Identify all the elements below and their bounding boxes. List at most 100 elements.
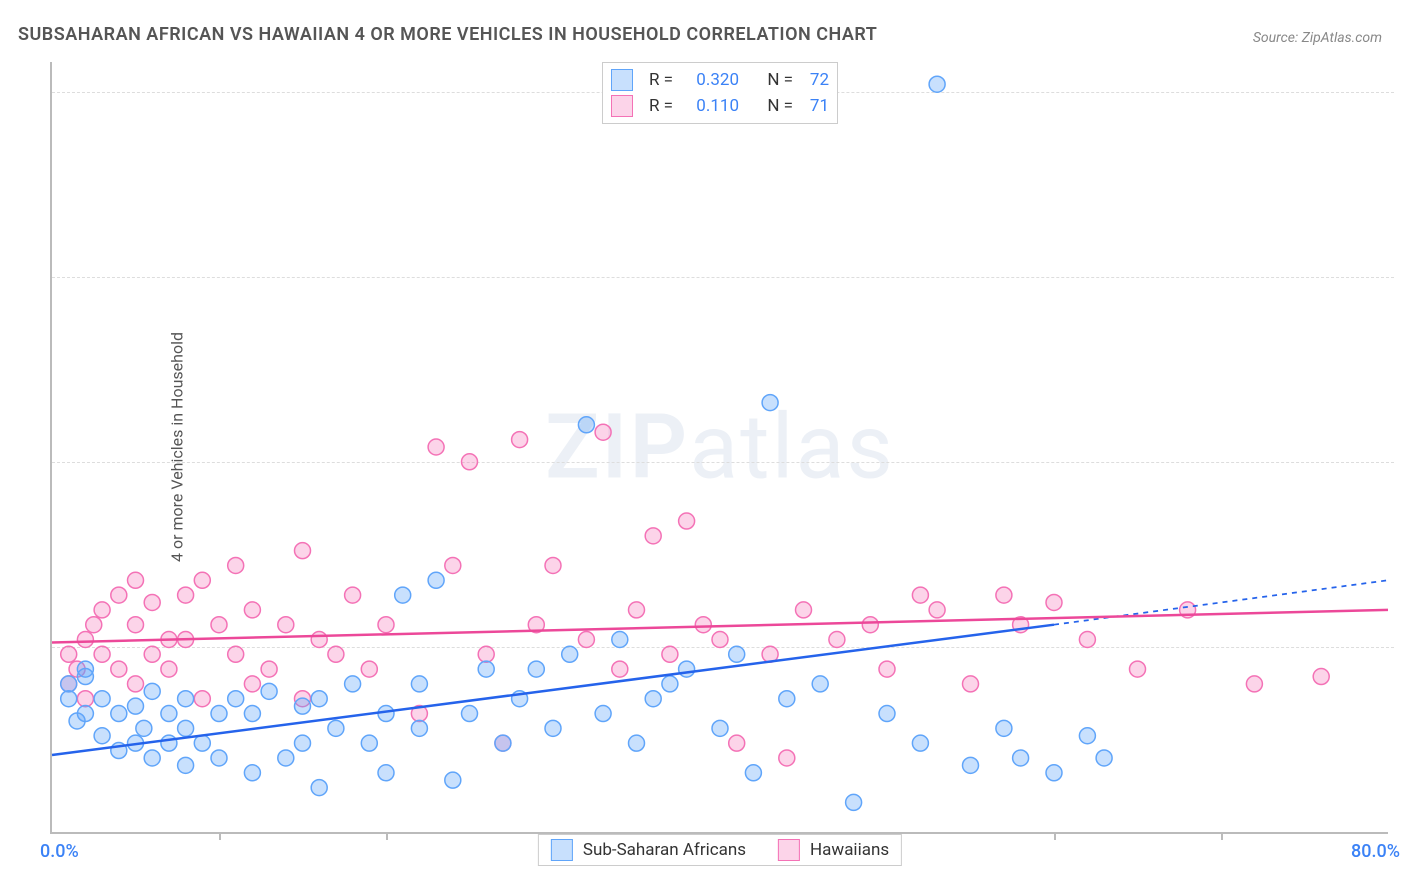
scatter-point xyxy=(545,720,561,736)
scatter-point xyxy=(428,439,444,455)
scatter-point xyxy=(996,720,1012,736)
scatter-point xyxy=(144,683,160,699)
scatter-point xyxy=(912,587,928,603)
scatter-point xyxy=(963,757,979,773)
scatter-point xyxy=(996,587,1012,603)
scatter-point xyxy=(595,424,611,440)
scatter-point xyxy=(77,632,93,648)
scatter-point xyxy=(578,632,594,648)
r-label-1: R = xyxy=(639,70,673,90)
x-axis-max-label: 80.0% xyxy=(1351,841,1400,862)
scatter-point xyxy=(528,661,544,677)
scatter-point xyxy=(178,757,194,773)
scatter-point xyxy=(595,706,611,722)
scatter-point xyxy=(578,417,594,433)
scatter-point xyxy=(86,617,102,633)
scatter-point xyxy=(244,676,260,692)
scatter-point xyxy=(161,706,177,722)
scatter-point xyxy=(194,691,210,707)
scatter-point xyxy=(779,691,795,707)
scatter-point xyxy=(679,661,695,677)
scatter-point xyxy=(178,691,194,707)
scatter-point xyxy=(345,587,361,603)
scatter-point xyxy=(94,728,110,744)
scatter-point xyxy=(662,676,678,692)
scatter-point xyxy=(411,720,427,736)
r-label-2: R = xyxy=(639,96,673,116)
scatter-point xyxy=(662,646,678,662)
scatter-point xyxy=(244,706,260,722)
plot-area: 4 or more Vehicles in Household ZIPatlas… xyxy=(50,62,1388,834)
scatter-point xyxy=(462,454,478,470)
scatter-point xyxy=(244,602,260,618)
scatter-point xyxy=(1246,676,1262,692)
scatter-point xyxy=(779,750,795,766)
scatter-point xyxy=(1046,765,1062,781)
scatter-point xyxy=(111,661,127,677)
scatter-point xyxy=(562,646,578,662)
scatter-point xyxy=(846,794,862,810)
scatter-point xyxy=(94,602,110,618)
scatter-point xyxy=(228,691,244,707)
scatter-point xyxy=(745,765,761,781)
r-value-1: 0.320 xyxy=(679,70,739,90)
scatter-point xyxy=(61,646,77,662)
scatter-point xyxy=(612,661,628,677)
swatch-series-2-bottom xyxy=(778,839,800,861)
scatter-point xyxy=(194,572,210,588)
scatter-point xyxy=(879,706,895,722)
scatter-point xyxy=(1046,594,1062,610)
correlation-legend-row-2: R = 0.110 N = 71 xyxy=(611,93,829,119)
scatter-point xyxy=(712,632,728,648)
scatter-point xyxy=(144,750,160,766)
scatter-point xyxy=(929,76,945,92)
scatter-point xyxy=(228,646,244,662)
scatter-svg xyxy=(52,62,1388,832)
scatter-point xyxy=(395,587,411,603)
scatter-point xyxy=(94,691,110,707)
scatter-point xyxy=(829,632,845,648)
scatter-point xyxy=(345,676,361,692)
scatter-point xyxy=(1096,750,1112,766)
scatter-point xyxy=(862,617,878,633)
scatter-point xyxy=(645,691,661,707)
scatter-point xyxy=(128,698,144,714)
scatter-point xyxy=(912,735,928,751)
scatter-point xyxy=(645,528,661,544)
scatter-point xyxy=(1313,669,1329,685)
n-label-1: N = xyxy=(759,70,793,90)
scatter-point xyxy=(1130,661,1146,677)
scatter-point xyxy=(295,735,311,751)
series-1-label: Sub-Saharan Africans xyxy=(583,840,746,860)
scatter-point xyxy=(211,617,227,633)
scatter-point xyxy=(161,661,177,677)
scatter-point xyxy=(278,617,294,633)
scatter-point xyxy=(445,772,461,788)
scatter-point xyxy=(729,735,745,751)
scatter-point xyxy=(77,691,93,707)
n-label-2: N = xyxy=(759,96,793,116)
scatter-point xyxy=(311,780,327,796)
scatter-point xyxy=(128,617,144,633)
scatter-point xyxy=(77,661,93,677)
scatter-point xyxy=(144,594,160,610)
scatter-point xyxy=(311,691,327,707)
scatter-point xyxy=(512,432,528,448)
scatter-point xyxy=(244,765,260,781)
scatter-point xyxy=(261,683,277,699)
series-legend: Sub-Saharan Africans Hawaiians xyxy=(538,834,902,866)
correlation-legend-row-1: R = 0.320 N = 72 xyxy=(611,67,829,93)
swatch-series-2 xyxy=(611,95,633,117)
scatter-point xyxy=(61,676,77,692)
scatter-point xyxy=(378,765,394,781)
scatter-point xyxy=(796,602,812,618)
scatter-point xyxy=(144,646,160,662)
scatter-point xyxy=(478,646,494,662)
scatter-point xyxy=(411,676,427,692)
scatter-point xyxy=(812,676,828,692)
scatter-point xyxy=(1079,632,1095,648)
scatter-point xyxy=(295,543,311,559)
r-value-2: 0.110 xyxy=(679,96,739,116)
scatter-point xyxy=(378,617,394,633)
scatter-point xyxy=(128,676,144,692)
